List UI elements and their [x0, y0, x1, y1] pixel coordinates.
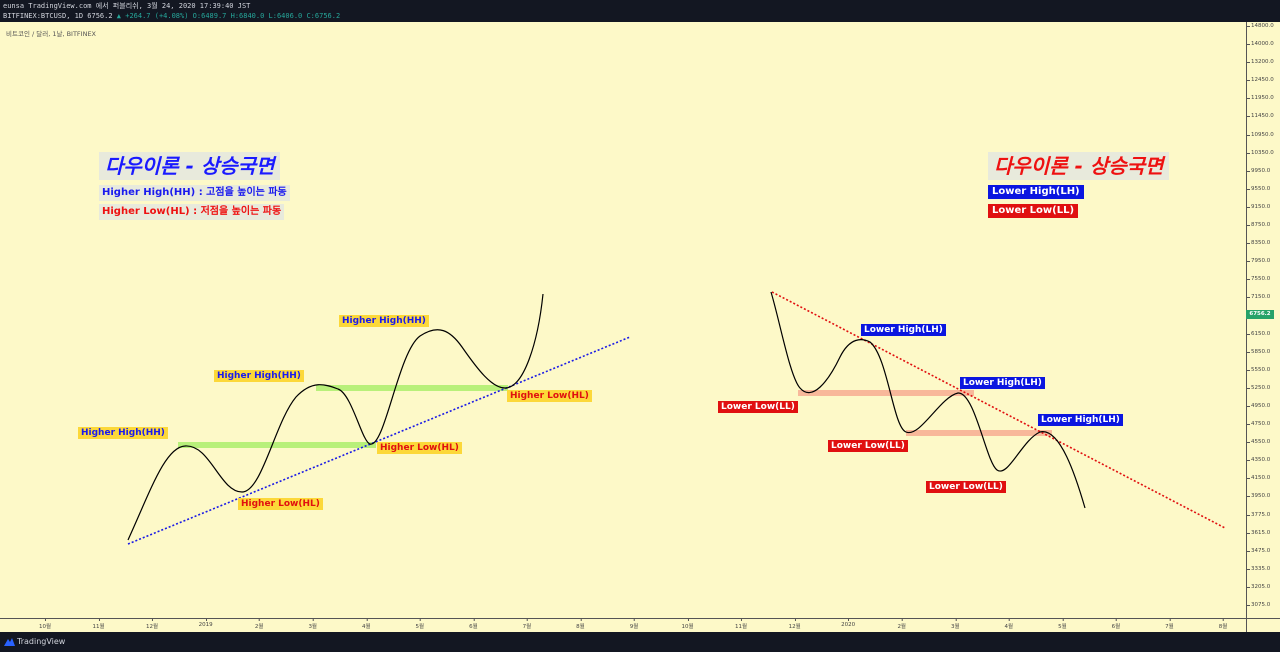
- hl-label-1: Higher Low(HL): [238, 498, 323, 510]
- uptrend-wave: [127, 293, 544, 541]
- price-tick: 10350.0: [1247, 149, 1274, 156]
- price-tick: 4350.0: [1246, 457, 1271, 464]
- hh-label-1: Higher High(HH): [78, 427, 168, 439]
- chart-header: eunsa TradingView.com 에서 퍼블리쉬, 3월 24, 20…: [0, 0, 1280, 22]
- uptrend-title: 다우이론 - 상승국면: [99, 152, 281, 180]
- tradingview-logo-icon: [4, 638, 15, 646]
- price-tick: 5850.0: [1246, 348, 1271, 355]
- lh-label-2: Lower High(LH): [960, 377, 1045, 389]
- time-tick: 10월: [681, 618, 694, 630]
- time-tick: 9월: [629, 618, 639, 630]
- price-tick: 9950.0: [1246, 167, 1271, 174]
- time-tick: 6월: [469, 618, 478, 630]
- ll-label-1: Lower Low(LL): [718, 401, 798, 413]
- symbol-info: BITFINEX:BTCUSD, 1D 6756.2 ▲ +264.7 (+4.…: [3, 12, 340, 21]
- time-tick: 5월: [415, 618, 425, 630]
- price-tick: 3775.0: [1246, 511, 1271, 518]
- price-tick: 3205.0: [1246, 583, 1271, 590]
- chart-pane[interactable]: 비트코인 / 달러, 1날, BITFINEX 다우이론 - 상승국면 High…: [0, 22, 1246, 618]
- support-band-2: [316, 385, 508, 391]
- price-tick: 7950.0: [1246, 258, 1271, 265]
- time-tick: 11월: [735, 618, 748, 630]
- time-tick: 4월: [361, 618, 371, 630]
- price-tick: 5550.0: [1246, 366, 1271, 373]
- price-tick: 7150.0: [1246, 294, 1271, 301]
- support-band-1: [178, 442, 376, 448]
- price-tick: 5250.0: [1246, 384, 1271, 391]
- drawing-layer: [127, 291, 1226, 545]
- time-tick: 5월: [1058, 618, 1067, 630]
- resistance-band-2: [906, 430, 1052, 436]
- publish-info: eunsa TradingView.com 에서 퍼블리쉬, 3월 24, 20…: [3, 2, 251, 10]
- price-change: ▲ +264.7 (+4.08%): [116, 12, 189, 20]
- lh-label-1: Lower High(LH): [861, 324, 946, 336]
- time-tick: 8월: [1218, 618, 1228, 630]
- price-tick: 13200.0: [1247, 59, 1274, 66]
- price-tick: 4550.0: [1246, 439, 1271, 446]
- price-tick: 3335.0: [1246, 565, 1271, 572]
- time-axis[interactable]: 10월 11월 12월 2019 2월 3월 4월 5월 6월 7월 8월 9월 10월 11월 12월 20…: [0, 618, 1246, 633]
- time-tick: 12월: [788, 618, 801, 630]
- footer-bar: TradingView: [0, 632, 1280, 652]
- symbol-label[interactable]: BITFINEX:BTCUSD, 1D 6756.2: [3, 12, 113, 20]
- hl-label-2: Higher Low(HL): [377, 442, 462, 454]
- hl-definition: Higher Low(HL) : 저점을 높이는 파동: [99, 204, 285, 220]
- time-tick: 2월: [254, 618, 264, 630]
- price-tick: 14000.0: [1247, 41, 1274, 48]
- price-tick: 3475.0: [1246, 547, 1271, 554]
- price-tick: 10950.0: [1247, 131, 1274, 138]
- resistance-band-1: [798, 390, 974, 396]
- time-tick: 6월: [1111, 618, 1121, 630]
- price-tick: 11950.0: [1247, 95, 1274, 102]
- ll-legend: Lower Low(LL): [988, 204, 1079, 218]
- brand-label[interactable]: TradingView: [17, 637, 66, 646]
- last-price-tag: 6756.2: [1246, 310, 1274, 319]
- price-tick: 11450.0: [1247, 113, 1274, 120]
- price-tick: 14800.0: [1247, 23, 1274, 29]
- price-tick: 6150.0: [1246, 330, 1271, 337]
- time-tick: 2020: [841, 618, 856, 628]
- chart-subtitle: 비트코인 / 달러, 1날, BITFINEX: [6, 30, 97, 38]
- time-tick: 3월: [308, 618, 317, 630]
- down-trendline: [771, 291, 1226, 529]
- time-tick: 8월: [576, 618, 585, 630]
- up-trendline: [127, 336, 631, 545]
- price-tick: 12450.0: [1247, 77, 1274, 84]
- downtrend-title: 다우이론 - 상승국면: [988, 152, 1170, 180]
- time-tick: 2월: [897, 618, 906, 630]
- lh-label-3: Lower High(LH): [1038, 414, 1123, 426]
- price-tick: 3950.0: [1246, 493, 1271, 500]
- price-tick: 4750.0: [1246, 421, 1271, 428]
- price-axis[interactable]: 14800.0 14000.0 13200.0 12450.0 11950.0 11450…: [1246, 22, 1280, 618]
- price-tick: 4150.0: [1246, 475, 1271, 482]
- price-tick: 3615.0: [1246, 529, 1271, 536]
- price-tick: 4950.0: [1246, 402, 1271, 409]
- ohlc-values: O:6489.7 H:6840.0 L:6406.0 C:6756.2: [192, 12, 341, 20]
- lh-legend: Lower High(LH): [988, 185, 1084, 199]
- price-tick: 7550.0: [1246, 276, 1271, 283]
- price-tick: 8750.0: [1246, 222, 1271, 229]
- ll-label-3: Lower Low(LL): [926, 481, 1006, 493]
- price-tick: 8350.0: [1246, 240, 1271, 247]
- hl-label-3: Higher Low(HL): [507, 390, 592, 402]
- time-tick: 11월: [92, 618, 105, 630]
- axis-corner: [1246, 618, 1280, 633]
- price-tick: 9150.0: [1246, 203, 1271, 210]
- hh-definition: Higher High(HH) : 고점을 높이는 파동: [99, 185, 290, 201]
- hh-label-3: Higher High(HH): [339, 315, 429, 327]
- hh-label-2: Higher High(HH): [214, 370, 304, 382]
- ll-label-2: Lower Low(LL): [828, 440, 908, 452]
- downtrend-wave: [770, 291, 1086, 509]
- time-tick: 2019: [198, 618, 213, 628]
- price-tick: 3075.0: [1246, 602, 1271, 608]
- time-tick: 7월: [1165, 618, 1174, 630]
- time-tick: 3월: [950, 618, 960, 630]
- time-tick: 4월: [1004, 618, 1014, 630]
- time-tick: 7월: [522, 618, 532, 630]
- time-tick: 10월: [38, 618, 52, 630]
- time-tick: 12월: [146, 618, 159, 630]
- price-tick: 9550.0: [1246, 185, 1271, 192]
